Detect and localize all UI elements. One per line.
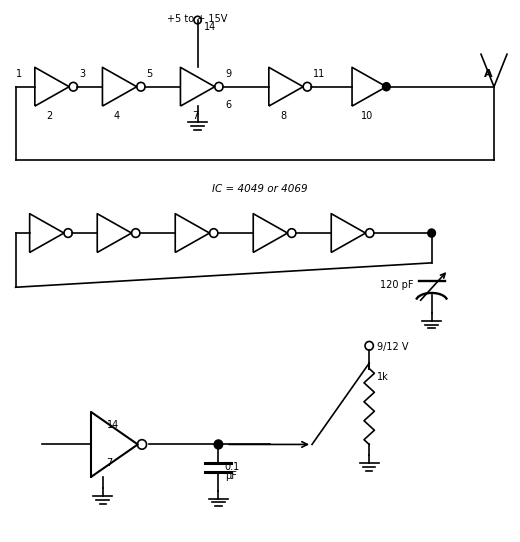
Circle shape bbox=[213, 439, 224, 450]
Text: 8: 8 bbox=[280, 111, 287, 121]
Text: 10: 10 bbox=[360, 111, 373, 121]
Text: 9: 9 bbox=[226, 69, 232, 79]
Text: +5 to + 15V: +5 to + 15V bbox=[167, 14, 228, 23]
Text: 11: 11 bbox=[313, 69, 326, 79]
Text: 5: 5 bbox=[147, 69, 153, 79]
Circle shape bbox=[382, 82, 391, 92]
Text: 1k: 1k bbox=[377, 372, 389, 382]
Text: 120 pF: 120 pF bbox=[380, 280, 413, 289]
Text: 0.1: 0.1 bbox=[225, 462, 240, 472]
Text: 1: 1 bbox=[16, 69, 22, 79]
Text: IC = 4049 or 4069: IC = 4049 or 4069 bbox=[212, 184, 308, 194]
Text: 14: 14 bbox=[107, 421, 119, 430]
Text: μF: μF bbox=[225, 471, 237, 481]
Text: 7: 7 bbox=[107, 459, 113, 468]
Text: 2: 2 bbox=[46, 111, 53, 121]
Text: 7: 7 bbox=[192, 111, 198, 121]
Text: 6: 6 bbox=[226, 100, 232, 110]
Text: A: A bbox=[484, 69, 492, 79]
Text: 3: 3 bbox=[79, 69, 85, 79]
Text: 9/12 V: 9/12 V bbox=[377, 342, 409, 352]
Circle shape bbox=[427, 228, 436, 238]
Text: 14: 14 bbox=[204, 22, 216, 32]
Text: 4: 4 bbox=[114, 111, 120, 121]
